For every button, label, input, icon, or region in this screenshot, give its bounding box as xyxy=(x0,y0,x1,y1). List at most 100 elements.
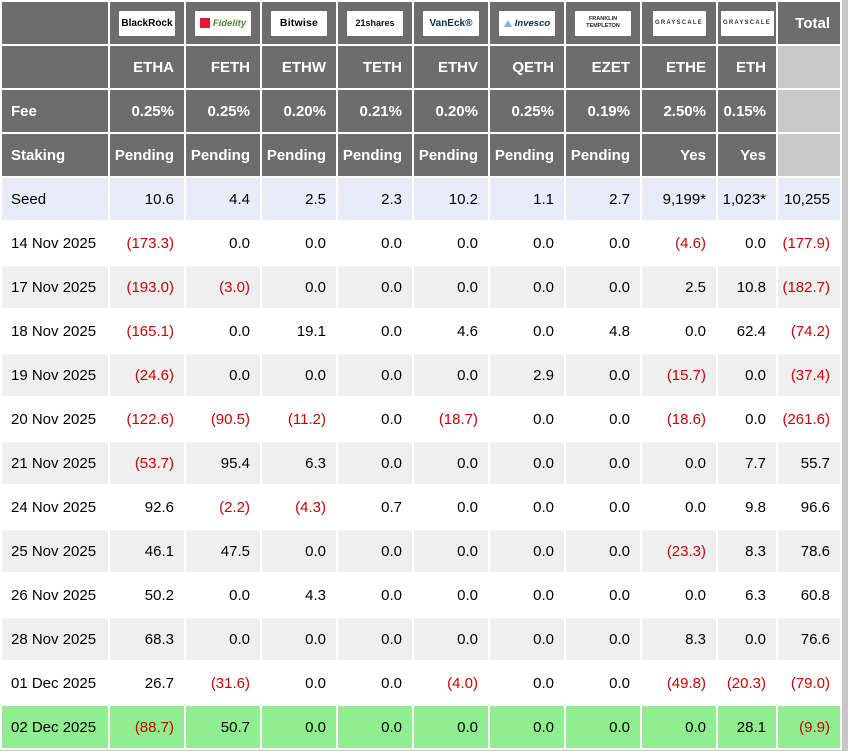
issuer-column-header: GRAYSCALE xyxy=(718,2,776,44)
value-ethw: 0.0 xyxy=(262,222,336,264)
value-eth: 28.1 xyxy=(718,706,776,748)
flow-row: 19 Nov 2025 (24.6) 0.0 0.0 0.0 0.0 2.9 0.0 (15.7… xyxy=(2,354,840,396)
value-qeth: 0.0 xyxy=(490,618,564,660)
staking-status-ethe: Yes xyxy=(642,134,716,176)
invesco-triangle-icon xyxy=(503,19,512,27)
grayscale-logo-text: GRAYSCALE xyxy=(723,20,771,26)
value-feth: (31.6) xyxy=(186,662,260,704)
value-ethv: (18.7) xyxy=(414,398,488,440)
value-ethv: 0.0 xyxy=(414,574,488,616)
ticker-row: ETHA FETH ETHW TETH ETHV QETH EZET ETHE ETH xyxy=(2,46,840,88)
staking-status-teth: Pending xyxy=(338,134,412,176)
row-label: 17 Nov 2025 xyxy=(2,266,108,308)
bitwise-logo-text: Bitwise xyxy=(279,17,319,29)
seed-row: Seed 10.6 4.4 2.5 2.3 10.2 1.1 2.7 9,199* 1,023* 1… xyxy=(2,178,840,220)
fee-value-ethe: 2.50% xyxy=(642,90,716,132)
value-ezet: 0.0 xyxy=(566,222,640,264)
corner-cell xyxy=(2,2,108,44)
ticker-ethe: ETHE xyxy=(642,46,716,88)
invesco-logo: Invesco xyxy=(499,10,555,36)
value-ethe: (23.3) xyxy=(642,530,716,572)
staking-status-eth: Yes xyxy=(718,134,776,176)
value-total: 76.6 xyxy=(778,618,840,660)
value-eth: 0.0 xyxy=(718,354,776,396)
value-ethe: 0.0 xyxy=(642,574,716,616)
value-feth: 0.0 xyxy=(186,354,260,396)
row-label: 20 Nov 2025 xyxy=(2,398,108,440)
value-total: (79.0) xyxy=(778,662,840,704)
ticker-feth: FETH xyxy=(186,46,260,88)
issuer-column-header: Bitwise xyxy=(262,2,336,44)
issuer-column-header: Fidelity xyxy=(186,2,260,44)
fee-value-eth: 0.15% xyxy=(718,90,776,132)
value-feth: 0.0 xyxy=(186,618,260,660)
flow-row: 17 Nov 2025 (193.0) (3.0) 0.0 0.0 0.0 0.0 0.0 2.… xyxy=(2,266,840,308)
value-total: (182.7) xyxy=(778,266,840,308)
table-body: Seed 10.6 4.4 2.5 2.3 10.2 1.1 2.7 9,199* 1,023* 1… xyxy=(2,178,840,748)
row-label: 19 Nov 2025 xyxy=(2,354,108,396)
value-etha: 68.3 xyxy=(110,618,184,660)
value-etha: (24.6) xyxy=(110,354,184,396)
value-ethe: 0.0 xyxy=(642,706,716,748)
value-ethw: 0.0 xyxy=(262,662,336,704)
grayscale-logo: GRAYSCALE xyxy=(720,10,774,36)
value-etha: 92.6 xyxy=(110,486,184,528)
value-qeth: 0.0 xyxy=(490,574,564,616)
flow-row: 28 Nov 2025 68.3 0.0 0.0 0.0 0.0 0.0 0.0 8.3 0.0 7… xyxy=(2,618,840,660)
value-ethv: 0.0 xyxy=(414,706,488,748)
value-ezet: 0.0 xyxy=(566,398,640,440)
fee-value-etha: 0.25% xyxy=(110,90,184,132)
value-ethe: 0.0 xyxy=(642,310,716,352)
value-qeth: 0.0 xyxy=(490,398,564,440)
value-feth: 0.0 xyxy=(186,310,260,352)
value-ezet: 0.0 xyxy=(566,618,640,660)
value-ethe: (18.6) xyxy=(642,398,716,440)
value-etha: 26.7 xyxy=(110,662,184,704)
staking-status-etha: Pending xyxy=(110,134,184,176)
value-total: 96.6 xyxy=(778,486,840,528)
value-ethw: 19.1 xyxy=(262,310,336,352)
value-ethv: 0.0 xyxy=(414,486,488,528)
value-ethe: 9,199* xyxy=(642,178,716,220)
value-feth: 0.0 xyxy=(186,574,260,616)
value-qeth: 1.1 xyxy=(490,178,564,220)
value-ethv: 0.0 xyxy=(414,266,488,308)
value-ethe: 2.5 xyxy=(642,266,716,308)
franklin-templeton-logo: FRANKLIN TEMPLETON xyxy=(575,10,631,36)
issuer-column-header: Invesco xyxy=(490,2,564,44)
issuer-column-header: 21shares xyxy=(338,2,412,44)
fee-value-ethw: 0.20% xyxy=(262,90,336,132)
value-ethw: (4.3) xyxy=(262,486,336,528)
flow-row: 01 Dec 2025 26.7 (31.6) 0.0 0.0 (4.0) 0.0 0.0 (4… xyxy=(2,662,840,704)
staking-row: Staking Pending Pending Pending Pending Pendi… xyxy=(2,134,840,176)
ticker-ezet: EZET xyxy=(566,46,640,88)
fidelity-logo-text: Fidelity xyxy=(212,17,247,29)
value-teth: 0.7 xyxy=(338,486,412,528)
value-eth: 0.0 xyxy=(718,398,776,440)
value-ethv: 0.0 xyxy=(414,442,488,484)
value-etha: (53.7) xyxy=(110,442,184,484)
value-feth: 50.7 xyxy=(186,706,260,748)
value-ethv: 4.6 xyxy=(414,310,488,352)
value-ezet: 0.0 xyxy=(566,266,640,308)
issuer-column-header: VanEck® xyxy=(414,2,488,44)
value-ethv: 0.0 xyxy=(414,354,488,396)
invesco-logo-text: Invesco xyxy=(514,17,551,29)
value-qeth: 0.0 xyxy=(490,266,564,308)
vaneck-logo: VanEck® xyxy=(423,10,479,36)
value-feth: 0.0 xyxy=(186,222,260,264)
value-ethe: (15.7) xyxy=(642,354,716,396)
fee-value-feth: 0.25% xyxy=(186,90,260,132)
value-ethw: 6.3 xyxy=(262,442,336,484)
value-eth: 62.4 xyxy=(718,310,776,352)
value-total: (177.9) xyxy=(778,222,840,264)
fee-row: Fee 0.25% 0.25% 0.20% 0.21% 0.20% 0.25% 0.19% 2.… xyxy=(2,90,840,132)
staking-row-label: Staking xyxy=(2,134,108,176)
value-ethv: 0.0 xyxy=(414,530,488,572)
value-eth: 0.0 xyxy=(718,618,776,660)
staking-status-ethw: Pending xyxy=(262,134,336,176)
fee-value-ezet: 0.19% xyxy=(566,90,640,132)
row-label: 18 Nov 2025 xyxy=(2,310,108,352)
value-ethw: 0.0 xyxy=(262,354,336,396)
row-label: 21 Nov 2025 xyxy=(2,442,108,484)
